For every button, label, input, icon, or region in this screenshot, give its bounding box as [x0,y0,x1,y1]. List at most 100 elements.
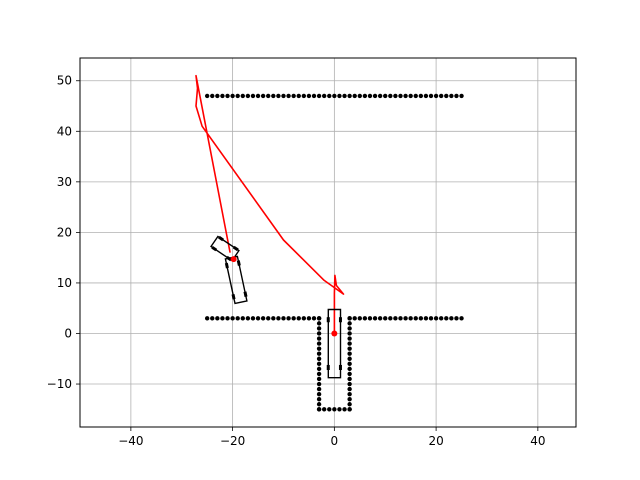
obstacle-point [418,316,424,321]
obstacle-point [286,316,291,321]
obstacle-point [316,407,322,412]
vehicle-wheel [243,291,248,298]
obstacle-point [367,93,373,99]
obstacle-point [347,407,352,412]
obstacle-point [459,93,464,99]
obstacle-point [449,93,454,99]
obstacle-point [296,316,301,321]
obstacle-point [347,346,352,351]
obstacle-point [220,93,225,99]
vehicle-reference-marker [331,330,338,337]
x-tick-label: 0 [331,434,339,448]
obstacle-point [235,316,240,321]
obstacle-point [235,93,240,99]
grid-lines [80,58,576,427]
obstacle-point [316,321,322,326]
obstacle-point [204,93,210,99]
obstacle-point [347,341,352,346]
obstacle-point [347,402,352,407]
obstacle-point [316,316,322,321]
obstacle-point [352,316,357,321]
obstacle-point [388,93,393,99]
obstacle-point [316,326,322,331]
obstacle-point [444,93,449,99]
obstacle-point [316,381,322,387]
obstacle-point [316,402,322,407]
obstacle-point [393,93,398,99]
obstacle-point [225,316,230,321]
obstacle-point [316,366,322,372]
obstacle-point [255,316,261,321]
obstacle-point [347,391,352,397]
obstacle-point [428,316,434,321]
obstacle-point [281,93,286,99]
y-tick-label: −10 [47,377,72,391]
obstacle-point [347,321,352,326]
obstacle-point [240,316,245,321]
obstacle-point [347,326,352,331]
obstacle-point [316,336,322,341]
obstacle-point [423,93,429,99]
obstacle-point [286,93,291,99]
obstacle-point [327,93,332,99]
obstacle-point [301,93,307,99]
y-tick-label: 10 [57,276,72,290]
obstacle-point [347,93,352,99]
obstacle-point [433,316,439,321]
obstacle-point [260,93,266,99]
obstacle-point [296,93,301,99]
obstacle-point [250,93,256,99]
obstacle-point [316,341,322,346]
vehicle-reference-marker [230,256,237,263]
obstacle-point [357,316,362,321]
obstacle-point [347,316,352,321]
obstacle-point [347,366,352,372]
obstacle-point [403,93,408,99]
obstacle-point [372,93,378,99]
vehicle-wheel [226,255,232,262]
obstacle-point [438,316,444,321]
obstacle-point [210,316,215,321]
vehicle-wheel [218,235,224,242]
obstacle-point [276,316,281,321]
obstacle-point [306,93,312,99]
obstacle-point [321,407,327,412]
obstacle-point [377,316,383,321]
obstacle-point [230,316,235,321]
obstacle-point [342,93,347,99]
obstacle-point [347,376,352,382]
obstacle-point [291,93,296,99]
x-tick-label: 20 [428,434,443,448]
obstacle-point [342,407,347,412]
obstacle-point [204,316,210,321]
obstacle-point [255,93,261,99]
obstacle-point [423,316,429,321]
obstacle-point [215,93,220,99]
obstacle-point [347,356,352,361]
obstacle-point [316,386,322,392]
obstacle-point [245,316,251,321]
obstacle-point [316,361,322,367]
vehicle-outlines [210,235,342,379]
obstacle-point [433,93,439,99]
obstacle-point [408,316,413,321]
obstacle-point [316,356,322,361]
obstacle-point [398,316,403,321]
obstacle-point [276,93,281,99]
obstacle-point [413,93,418,99]
plot-area-frame [79,57,577,428]
obstacle-point [245,93,251,99]
obstacle-point [347,361,352,367]
obstacle-point [357,93,362,99]
obstacle-point [316,376,322,382]
obstacle-point [316,93,322,99]
obstacle-point [449,316,454,321]
obstacle-point [240,93,245,99]
obstacle-point [281,316,286,321]
obstacle-point [225,93,230,99]
obstacle-point [210,93,215,99]
obstacle-point [377,93,383,99]
obstacle-point [327,407,332,412]
obstacle-point [408,93,413,99]
